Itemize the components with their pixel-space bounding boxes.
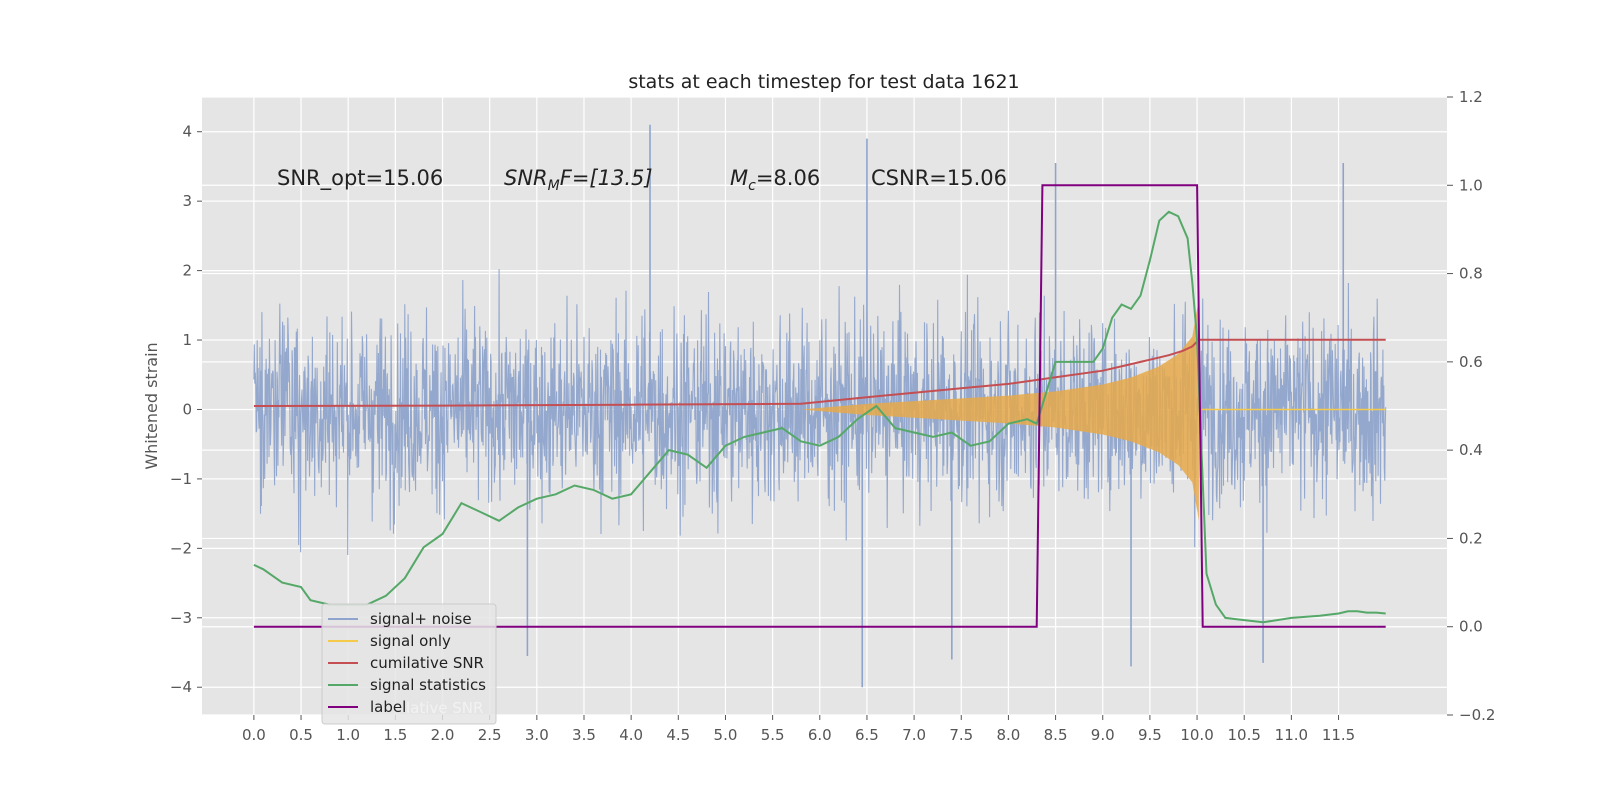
y-axis-ticks: 4 3 2 1 0 −1 −2 −3 −4	[170, 123, 202, 696]
annotation-mc-main: M	[730, 166, 748, 190]
y2-tick-label: −0.2	[1459, 706, 1495, 724]
annotation-csnr: CSNR=15.06	[871, 166, 1007, 190]
y2-tick-label: 0.2	[1459, 529, 1483, 547]
legend-entry: signal statistics	[328, 676, 486, 694]
y2-tick-label: 1.0	[1459, 176, 1483, 194]
line-series	[253, 184, 1386, 628]
legend-ghost-text: lative SNR	[406, 699, 483, 717]
signal-statistics-line	[253, 210, 1386, 624]
y-tick-label: −2	[170, 539, 192, 557]
y2-tick-label: 0.0	[1459, 618, 1483, 636]
x-tick-label: 6.5	[855, 726, 879, 744]
x-tick-label: 9.5	[1138, 726, 1162, 744]
y-tick-label: −1	[170, 470, 192, 488]
x-tick-label: 7.5	[949, 726, 973, 744]
x-tick-label: 2.5	[478, 726, 502, 744]
x-tick-label: 0.5	[289, 726, 313, 744]
x-tick-label: 10.5	[1228, 726, 1261, 744]
x-tick-label: 10.0	[1180, 726, 1213, 744]
signal-only-series	[800, 298, 1386, 521]
cumilative-snr-line	[253, 338, 1386, 407]
y-tick-label: −3	[170, 609, 192, 627]
grid-lines	[202, 96, 1447, 716]
y-tick-label: −4	[170, 678, 192, 696]
legend: lative SNR signal+ noise signal only cum…	[321, 603, 497, 725]
x-tick-label: 5.5	[761, 726, 785, 744]
x-tick-label: 11.0	[1275, 726, 1308, 744]
signal-only-envelope	[800, 298, 1199, 521]
x-tick-label: 11.5	[1322, 726, 1355, 744]
x-tick-label: 7.0	[902, 726, 926, 744]
x-tick-label: 2.0	[431, 726, 455, 744]
x-tick-label: 8.0	[996, 726, 1020, 744]
y2-tick-label: 1.2	[1459, 88, 1483, 106]
legend-entry: signal+ noise	[328, 610, 472, 628]
annotation-mc-sub: c	[748, 178, 756, 194]
label-line	[253, 184, 1386, 628]
annotation-mc: Mc=8.06	[730, 166, 820, 194]
y-tick-label: 4	[182, 123, 192, 141]
annotation-mc-tail: =8.06	[756, 166, 820, 190]
annotation-snr-mf-main: SNR	[504, 166, 548, 190]
legend-label: signal+ noise	[370, 610, 472, 628]
x-tick-label: 5.0	[714, 726, 738, 744]
legend-entry: signal only	[328, 632, 451, 650]
x-axis-ticks: 0.0 0.5 1.0 1.5 2.0 2.5 3.0 3.5 4.0 4.5 5.0 5.5 6.0 6…	[242, 715, 1355, 744]
legend-box	[321, 603, 497, 725]
x-tick-label: 6.0	[808, 726, 832, 744]
y2-tick-label: 0.6	[1459, 353, 1483, 371]
x-tick-label: 1.5	[383, 726, 407, 744]
annotation-snr-mf: SNRMF=[13.5]	[504, 166, 653, 194]
x-tick-label: 8.5	[1044, 726, 1068, 744]
y-tick-label: 3	[182, 192, 192, 210]
annotation-snr-mf-tail: F=[13.5]	[560, 166, 653, 190]
y-tick-label: 2	[182, 262, 192, 280]
x-tick-label: 0.0	[242, 726, 266, 744]
legend-entry: label	[328, 698, 406, 716]
x-tick-label: 4.5	[666, 726, 690, 744]
y2-tick-label: 0.4	[1459, 441, 1483, 459]
legend-label: cumilative SNR	[370, 654, 484, 672]
y2-axis-ticks: 1.2 1.0 0.8 0.6 0.4 0.2 0.0 −0.2	[1447, 88, 1495, 724]
legend-label: signal only	[370, 632, 451, 650]
x-tick-label: 3.5	[572, 726, 596, 744]
y-tick-label: 0	[182, 400, 192, 418]
x-tick-label: 1.0	[336, 726, 360, 744]
x-tick-label: 3.0	[525, 726, 549, 744]
annotation-snr-opt: SNR_opt=15.06	[277, 166, 443, 191]
x-tick-label: 9.0	[1091, 726, 1115, 744]
y-axis-label: Whitened strain	[142, 342, 161, 469]
y-tick-label: 1	[182, 331, 192, 349]
x-tick-label: 4.0	[619, 726, 643, 744]
legend-entry: cumilative SNR	[328, 654, 484, 672]
y2-tick-label: 0.8	[1459, 265, 1483, 283]
chart-title: stats at each timestep for test data 162…	[628, 71, 1019, 93]
annotation-snr-mf-sub: M	[548, 178, 560, 194]
legend-label: signal statistics	[370, 676, 486, 694]
legend-label: label	[370, 698, 406, 716]
